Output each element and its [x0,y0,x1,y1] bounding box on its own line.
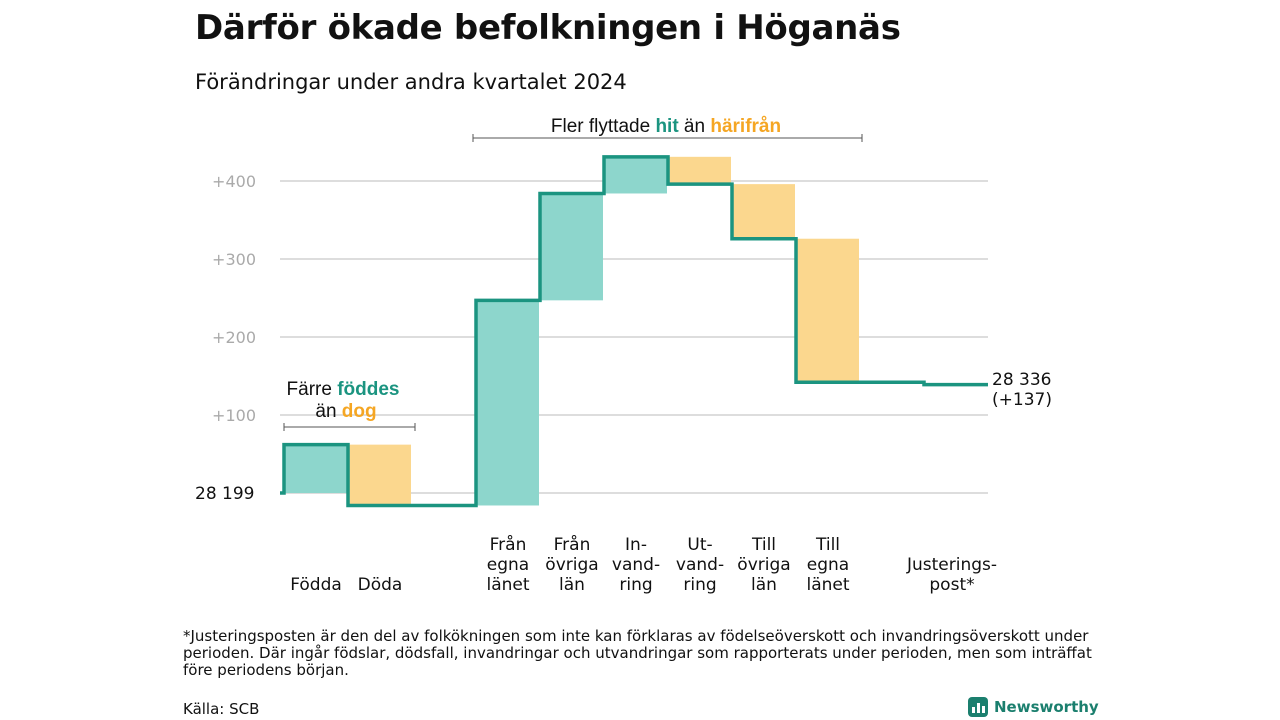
x-category-label: In- [625,535,647,555]
start-value-label: 28 199 [195,484,254,504]
y-tick-label: +100 [212,406,256,425]
waterfall-bar [349,444,411,506]
x-category-label: Döda [358,575,403,595]
x-category-label: Från [554,534,591,555]
waterfall-bar [541,193,603,301]
waterfall-bar [477,300,539,506]
annotation-births-line1: Färre föddes [287,379,400,400]
annotation-migration: Fler flyttade hit än härifrån [551,116,781,137]
waterfall-bar [285,444,347,493]
source-note: Källa: SCB [183,700,260,718]
y-tick-label: +200 [212,328,256,347]
y-tick-label: +300 [212,250,256,269]
x-category-label: Justerings- [906,555,997,575]
footnote: *Justeringsposten är den del av folkökni… [183,627,1092,679]
newsworthy-logo: Newsworthy [968,696,1099,718]
x-category-label: ring [683,575,716,595]
x-category-label: egna [487,555,529,575]
waterfall-bar [605,156,667,194]
x-category-label: vand- [676,555,724,575]
cumulative-step-line [280,155,988,508]
x-category-label: länet [806,575,849,595]
bar-chart-icon [968,697,988,717]
x-category-label: vand- [612,555,660,575]
x-category-label: ring [619,575,652,595]
end-change-label: (+137) [992,390,1052,410]
x-category-label: Födda [290,575,342,595]
chart-subtitle: Förändringar under andra kvartalet 2024 [195,70,627,94]
x-category-label: länet [486,575,529,595]
x-category-label: län [751,575,777,595]
end-value-label: 28 336 [992,370,1051,390]
x-category-label: övriga [545,555,598,575]
waterfall-bar [797,238,859,383]
x-category-label: län [559,575,585,595]
waterfall-chart: +100 +200 +300 +400 28 199 28 336(+137) Födda D… [195,116,1052,595]
x-category-label: Till [751,535,776,555]
x-category-label: egna [807,555,849,575]
waterfall-bar [733,184,795,239]
chart-title: Därför ökade befolkningen i Höganäs [195,8,901,48]
logo-text: Newsworthy [994,698,1099,716]
waterfall-bar [669,156,731,185]
x-category-label: Till [815,535,840,555]
annotation-births-line2: än dog [315,401,376,422]
y-tick-label: +400 [212,172,256,191]
x-category-label: Ut- [687,535,712,555]
x-category-label: Från [490,534,527,555]
x-category-label: post* [929,575,974,595]
x-category-label: övriga [737,555,790,575]
